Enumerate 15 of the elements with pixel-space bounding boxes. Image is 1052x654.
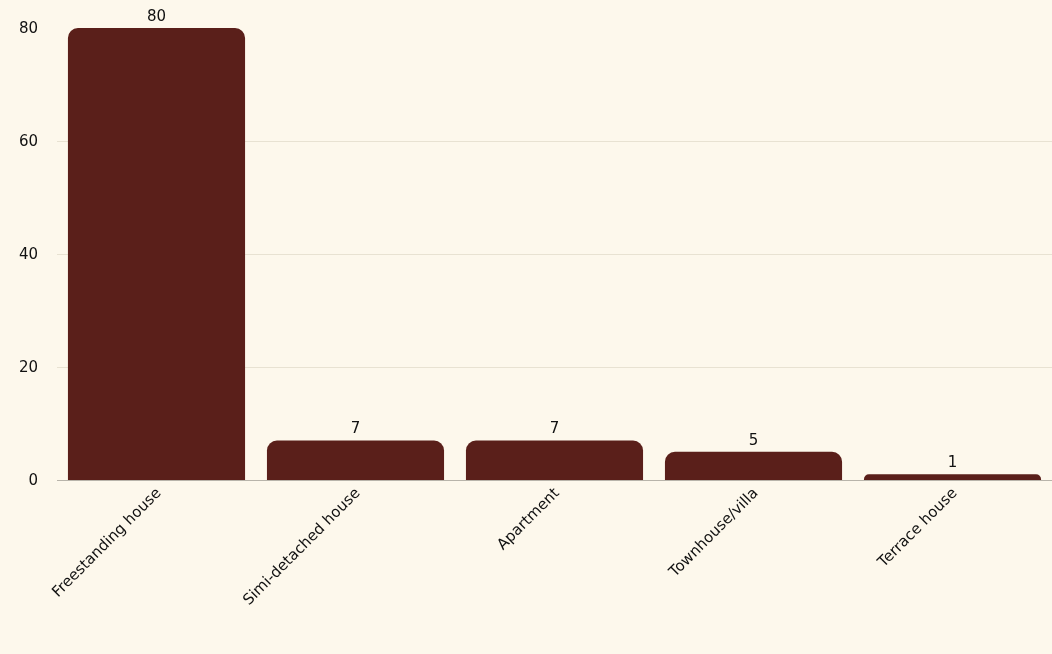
data-label: 80 (146, 7, 167, 25)
data-label: 7 (549, 419, 560, 438)
y-tick-label: 80 (18, 19, 38, 38)
bar (465, 440, 644, 480)
bar (67, 28, 246, 480)
y-tick-label: 60 (18, 132, 38, 151)
data-label: 5 (748, 430, 759, 449)
data-label: 1 (947, 453, 958, 472)
bar (863, 474, 1042, 480)
data-label: 7 (350, 419, 361, 438)
y-tick-label: 0 (28, 471, 38, 490)
bar (266, 440, 445, 480)
y-tick-label: 40 (18, 245, 38, 264)
y-tick-label: 20 (18, 358, 38, 377)
bar (664, 451, 843, 480)
